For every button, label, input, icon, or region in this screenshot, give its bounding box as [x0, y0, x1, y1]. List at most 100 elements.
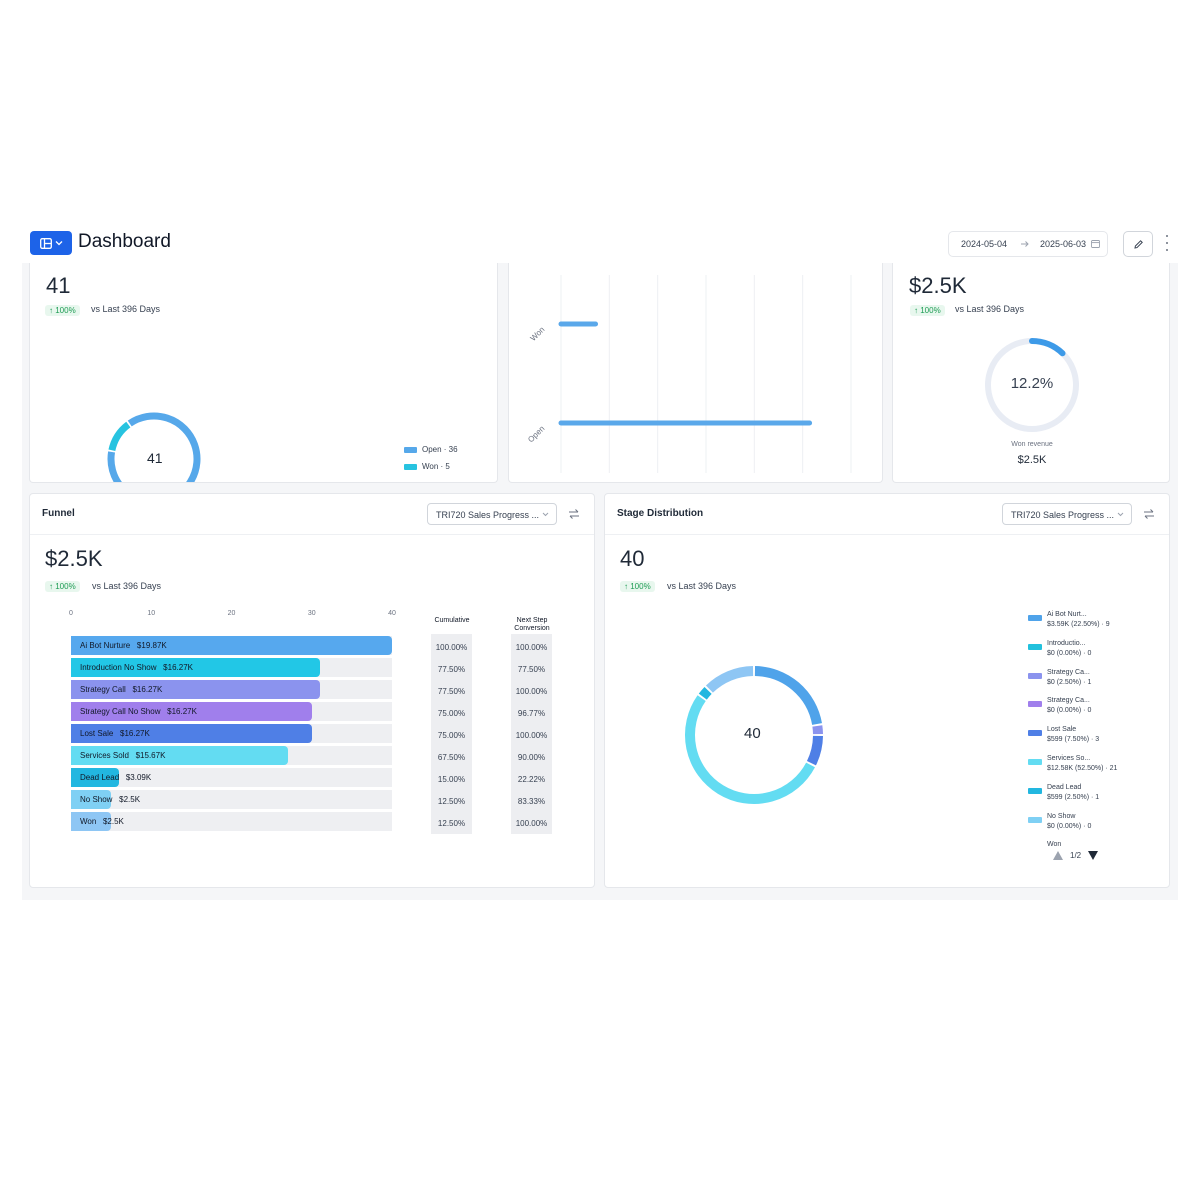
legend-swatch — [404, 464, 417, 470]
funnel-bar[interactable] — [71, 636, 392, 655]
pager-text: 1/2 — [1070, 851, 1082, 860]
next-step-value: 83.33% — [517, 797, 546, 806]
legend-swatch — [1028, 701, 1042, 708]
funnel-bar[interactable] — [71, 768, 120, 787]
donut-segment[interactable] — [812, 725, 823, 735]
funnel-stage-label: Strategy Call No Show $16.27K — [80, 707, 197, 716]
next-step-column — [511, 634, 552, 834]
donut-segment[interactable] — [107, 412, 201, 483]
legend-name: Lost Sale — [1047, 726, 1077, 734]
legend-item[interactable]: Strategy Ca... $0 (2.50%) · 1 — [1047, 668, 1091, 688]
donut-segment[interactable] — [108, 421, 131, 452]
cumulative-column — [431, 634, 472, 834]
gauge-caption: Won revenue — [1011, 441, 1053, 448]
legend-item[interactable]: Lost Sale $599 (7.50%) · 3 — [1047, 725, 1099, 745]
legend-item[interactable]: Services So... $12.58K (52.50%) · 21 — [1047, 754, 1117, 774]
legend-item[interactable]: No Show $0 (0.00%) · 0 — [1047, 812, 1091, 832]
donut-segment[interactable] — [698, 686, 712, 700]
stage-name: Dead Lead — [80, 773, 120, 782]
status-badge: ↑ 100% — [620, 581, 655, 592]
funnel-track — [71, 768, 392, 787]
funnel-bar[interactable] — [71, 724, 312, 743]
pencil-icon — [1133, 239, 1143, 249]
legend-detail: $3.59K (22.50%) · 9 — [1047, 621, 1110, 628]
funnel-bar[interactable] — [71, 658, 320, 677]
stage-name: Services Sold — [80, 751, 129, 760]
revenue-value: $2.5K — [909, 273, 967, 298]
more-vertical-icon — [1166, 235, 1168, 237]
stage-name: Strategy Call — [80, 685, 126, 694]
funnel-track — [71, 812, 392, 831]
legend-item[interactable]: Won — [1047, 840, 1061, 850]
next-step-value: 100.00% — [515, 819, 548, 828]
swap-icon[interactable] — [567, 508, 581, 520]
funnel-track — [71, 790, 392, 809]
legend-item[interactable]: Dead Lead $599 (2.50%) · 1 — [1047, 783, 1099, 803]
axis-tick: 20 — [227, 610, 236, 617]
funnel-bar[interactable] — [71, 746, 288, 765]
status-badge: ↑ 100% — [45, 305, 80, 316]
next-step-value: 77.50% — [517, 665, 546, 674]
cumulative-header: Cumulative — [434, 617, 470, 624]
card-title: Funnel — [42, 508, 75, 519]
legend-detail: $0 (0.00%) · 0 — [1047, 822, 1092, 830]
gauge-percent: 12.2% — [1010, 375, 1054, 392]
legend-swatch — [1028, 759, 1042, 765]
more-options-button[interactable] — [1162, 235, 1172, 251]
stage-name: Introduction No Show — [80, 663, 157, 672]
cumulative-value: 67.50% — [437, 753, 466, 762]
donut-segment[interactable] — [806, 735, 823, 766]
next-step-value: 100.00% — [515, 643, 548, 652]
stage-distribution-value: 40 — [620, 546, 645, 571]
comparison-text: vs Last 396 Days — [91, 304, 161, 314]
date-start[interactable]: 2024-05-04 — [961, 239, 1008, 249]
legend-label[interactable]: Open · 36 — [422, 445, 458, 454]
swap-icon[interactable] — [1142, 508, 1156, 520]
won-revenue-gauge — [985, 338, 1079, 432]
next-step-value: 96.77% — [517, 709, 546, 718]
legend-item[interactable]: Introductio... $0 (0.00%) · 0 — [1047, 639, 1091, 659]
funnel-bar[interactable] — [71, 790, 112, 809]
stage-distribution-card: Stage Distribution TRI720 Sales Progress… — [604, 493, 1170, 888]
funnel-stage-label: Dead Lead $3.09K — [80, 773, 151, 782]
pipeline-select[interactable]: TRI720 Sales Progress ... — [1002, 503, 1132, 525]
status-bar-card: Won Open — [508, 263, 883, 483]
legend-item[interactable]: Strategy Ca... $0 (0.00%) · 0 — [1047, 696, 1091, 716]
legend-detail: $0 (2.50%) · 1 — [1047, 678, 1092, 686]
pipeline-select[interactable]: TRI720 Sales Progress ... — [427, 503, 557, 525]
funnel-stage-label: No Show $2.5K — [80, 795, 140, 804]
legend-swatch — [404, 447, 417, 453]
date-end[interactable]: 2025-06-03 — [1040, 239, 1087, 249]
donut-segment[interactable] — [754, 666, 822, 726]
legend-name: Won — [1047, 841, 1062, 849]
funnel-bar[interactable] — [71, 702, 312, 721]
legend-item[interactable]: Ai Bot Nurt... $3.59K (22.50%) · 9 — [1047, 610, 1110, 630]
legend-label[interactable]: Won · 5 — [422, 462, 450, 471]
status-badge: ↑ 100% — [45, 581, 80, 592]
legend-detail: $0 (0.00%) · 0 — [1047, 649, 1092, 657]
triangle-down-icon[interactable] — [1088, 851, 1098, 860]
dashboard-menu-button[interactable] — [30, 231, 72, 255]
donut-segment[interactable] — [705, 666, 754, 693]
triangle-up-icon[interactable] — [1053, 851, 1063, 860]
cumulative-value: 12.50% — [437, 819, 466, 828]
edit-dashboard-button[interactable] — [1123, 231, 1153, 257]
status-bar-chart: Won Open — [526, 275, 852, 473]
funnel-bar[interactable] — [71, 812, 112, 831]
cumulative-value: 75.00% — [437, 731, 466, 740]
opportunities-donut — [107, 412, 201, 483]
stage-name: No Show — [80, 795, 113, 804]
cumulative-value: 15.00% — [437, 775, 466, 784]
date-range-picker[interactable]: 2024-05-04 2025-06-03 — [948, 231, 1108, 257]
stage-amount: $16.27K — [132, 685, 163, 694]
stage-distribution-donut — [685, 666, 823, 804]
legend-swatch — [1028, 643, 1042, 650]
stage-amount: $16.27K — [120, 729, 150, 738]
legend-detail: $0 (0.00%) · 0 — [1047, 707, 1092, 715]
card-title: Stage Distribution — [617, 508, 704, 519]
funnel-bar[interactable] — [71, 680, 320, 699]
legend-swatch — [1028, 615, 1042, 621]
cumulative-value: 100.00% — [435, 643, 468, 652]
donut-segment[interactable] — [685, 695, 815, 804]
stage-amount: $2.5K — [102, 817, 124, 826]
